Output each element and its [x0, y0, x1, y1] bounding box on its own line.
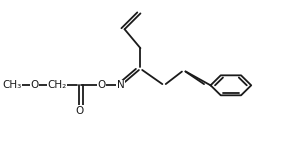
Text: O: O [31, 80, 39, 90]
Text: CH₃: CH₃ [2, 80, 21, 90]
Text: N: N [117, 80, 125, 90]
Text: O: O [97, 80, 106, 90]
Text: CH₂: CH₂ [47, 80, 67, 90]
Text: O: O [75, 106, 83, 116]
